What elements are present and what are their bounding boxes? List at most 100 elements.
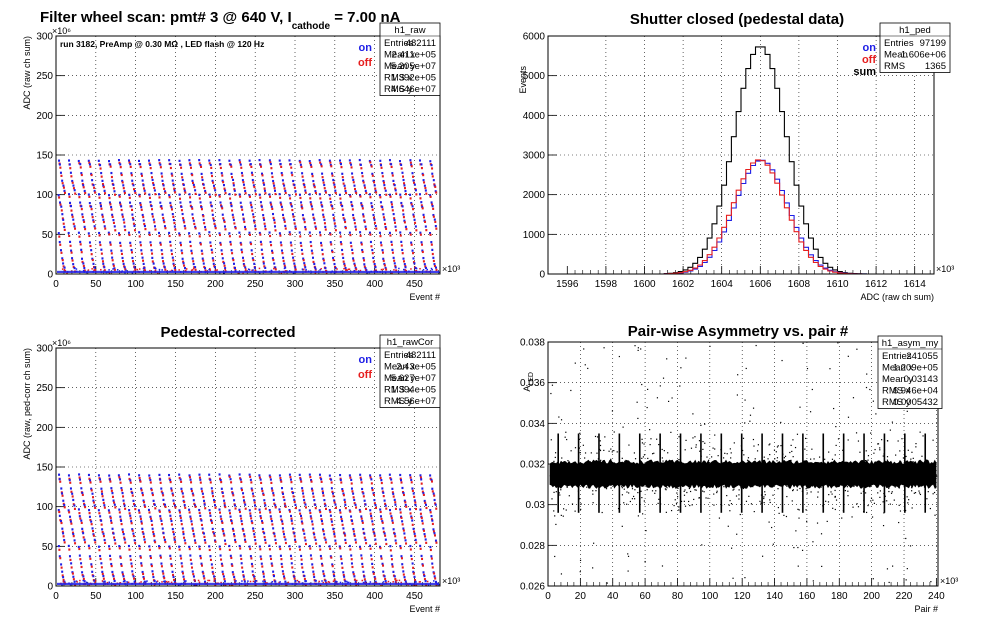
point-on [62,576,65,579]
point-off [429,548,432,552]
asym-point [891,421,894,423]
point-on [323,499,326,502]
asym-point [821,565,823,568]
point-on [401,563,404,566]
point-off [159,517,162,520]
point-off [188,476,191,479]
asym-point [841,483,844,485]
point-low [361,579,364,582]
point-on [330,520,333,523]
point-off [188,547,191,551]
point-on [123,538,126,541]
asymmetry-band [549,459,937,489]
point-on [268,509,271,512]
point-on [424,579,427,583]
point-on [239,478,242,481]
x-tick-label: 160 [799,591,816,602]
point-off [190,481,193,484]
point-off [151,523,154,526]
point-on [62,184,65,187]
asym-point [583,348,585,350]
point-on [132,218,135,221]
point-on [413,183,416,186]
asym-point [847,439,849,441]
point-on [263,499,266,502]
point-off [182,572,185,575]
point-off [372,572,375,575]
point-off [138,195,141,198]
asym-point [610,448,612,450]
point-on [219,241,222,245]
point-off [198,511,201,515]
asym-point [796,489,798,491]
point-off [223,534,226,537]
point-on [222,532,225,535]
point-on [141,527,144,530]
point-on [230,487,233,490]
point-on [258,474,261,477]
point-off [134,541,137,545]
point-on [358,508,361,512]
point-on [180,519,183,522]
point-low [241,580,243,582]
point-on [419,508,422,511]
point-on [332,213,335,216]
asym-point [897,440,899,442]
point-on [280,249,283,252]
point-on [310,205,313,208]
point-off [174,268,177,272]
point-on [99,515,102,518]
point-off [304,542,307,546]
point-off [344,226,347,230]
point-on [192,499,195,502]
asym-point [813,472,815,474]
stats-value: 1.606e+06 [901,50,946,61]
point-on [119,163,122,166]
point-off [114,229,117,232]
point-on [283,498,286,502]
point-off [331,174,334,177]
point-on [354,266,357,269]
point-on [379,515,382,518]
point-on [90,172,93,175]
point-off [74,227,77,230]
point-off [62,222,65,225]
point-off [173,221,176,225]
point-on [308,160,311,163]
point-off [173,578,176,581]
point-on [352,492,355,495]
asym-point [560,489,562,491]
point-low [156,580,159,582]
point-on [118,545,121,548]
point-low [161,581,163,583]
asym-point [763,456,765,458]
point-off [120,489,123,492]
point-on [329,201,332,204]
point-on [421,172,424,175]
asym-point [920,484,922,486]
point-off [320,518,323,521]
point-low [197,579,200,582]
asym-point [777,482,779,484]
point-off [300,480,303,483]
asym-point [827,501,830,503]
point-off [243,186,246,190]
point-off [430,480,433,483]
point-off [159,243,162,246]
point-low [209,269,212,271]
point-on [162,184,165,187]
point-off [341,253,344,256]
point-off [170,489,173,492]
point-on [199,241,202,245]
asym-point [610,458,612,460]
asym-point [605,488,608,490]
point-off [61,259,64,262]
point-off [370,482,373,485]
point-on [240,206,243,209]
asym-point [580,464,582,466]
x-tick-label: 100 [701,591,718,602]
point-off [82,577,85,581]
point-off [140,208,143,211]
asym-point [555,465,557,467]
point-off [314,507,317,510]
